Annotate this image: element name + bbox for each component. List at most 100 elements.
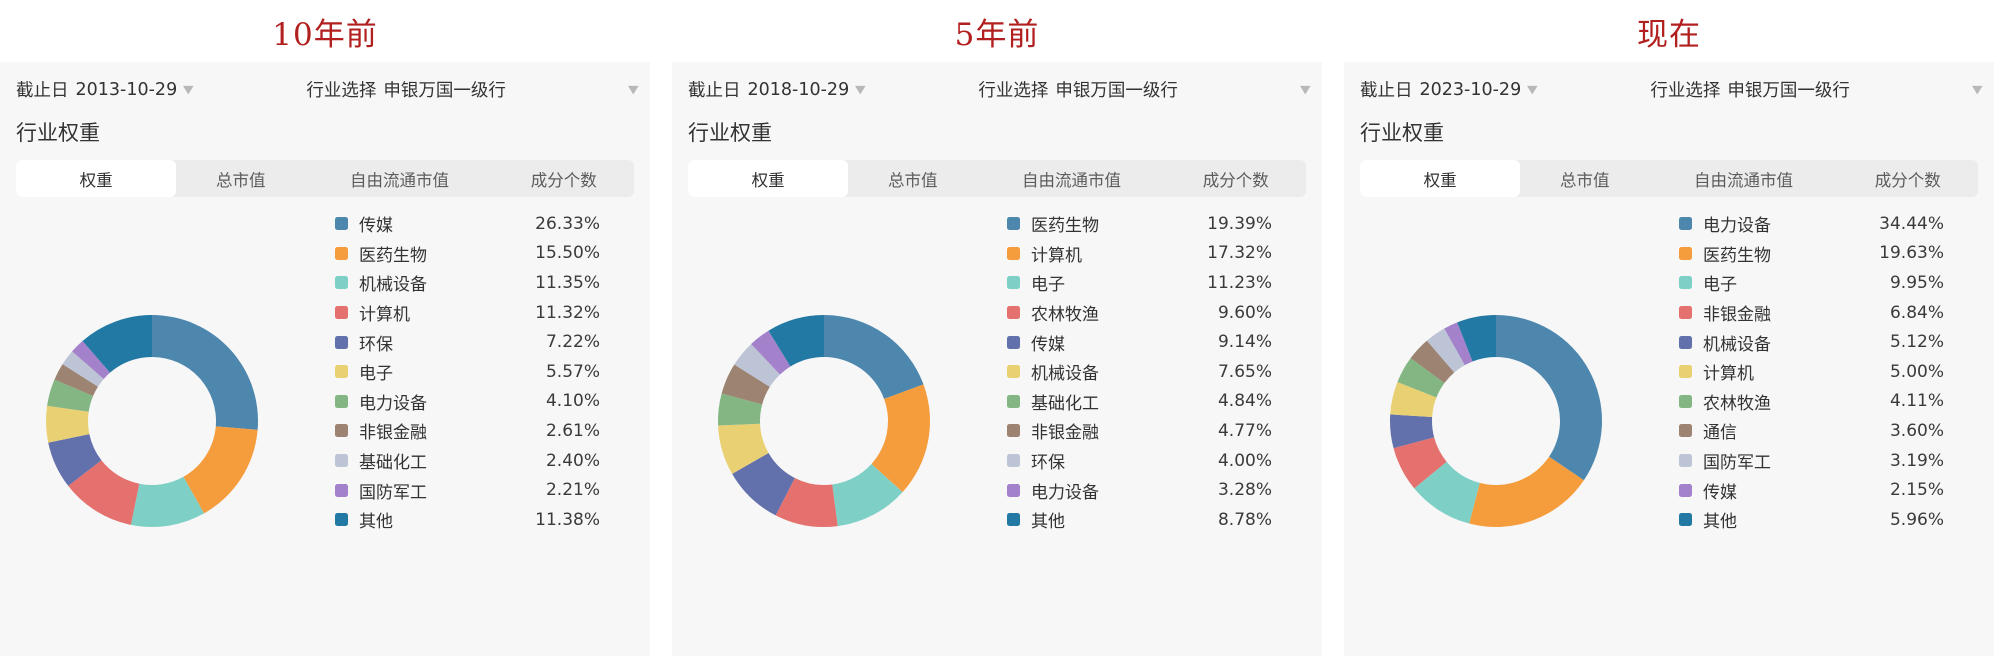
legend-swatch-icon: [335, 246, 348, 260]
donut-slice-机械设备[interactable]: [718, 423, 769, 474]
chevron-down-icon[interactable]: ▼: [627, 83, 639, 96]
donut-slice-其他[interactable]: [1457, 315, 1496, 362]
donut-slice-传媒[interactable]: [152, 315, 259, 430]
donut-slice-电子[interactable]: [832, 463, 903, 527]
legend-item[interactable]: 机械设备 5.12%: [1679, 327, 1944, 357]
legend-item[interactable]: 计算机 5.00%: [1679, 357, 1944, 387]
date-filter-dropdown[interactable]: 截止日 2023-10-29 ▼: [1360, 77, 1538, 102]
legend-item[interactable]: 电子 11.23%: [1007, 268, 1272, 298]
legend-percent: 11.23%: [1207, 272, 1272, 293]
legend-item[interactable]: 医药生物 19.63%: [1679, 239, 1944, 269]
legend-swatch-icon: [335, 365, 348, 379]
legend-item[interactable]: 传媒 26.33%: [335, 209, 600, 239]
legend-item[interactable]: 其他 5.96%: [1679, 505, 1944, 535]
legend-percent: 3.28%: [1217, 480, 1272, 501]
legend-item[interactable]: 传媒 2.15%: [1679, 475, 1944, 505]
donut-slice-医药生物[interactable]: [183, 426, 258, 514]
legend-item[interactable]: 其他 11.38%: [335, 505, 600, 535]
legend-item[interactable]: 医药生物 15.50%: [335, 239, 600, 269]
legend-item[interactable]: 电力设备 34.44%: [1679, 209, 1944, 239]
donut-slice-机械设备[interactable]: [1389, 414, 1435, 449]
donut-slice-农林牧渔[interactable]: [775, 477, 838, 527]
legend-swatch-icon: [1679, 454, 1692, 468]
donut-slice-基础化工[interactable]: [717, 393, 763, 426]
donut-slice-基础化工[interactable]: [62, 351, 104, 387]
legend-percent: 9.60%: [1217, 302, 1272, 323]
tab-free-float-market-cap[interactable]: 自由流通市值: [1649, 160, 1837, 197]
legend-item[interactable]: 传媒 9.14%: [1007, 327, 1272, 357]
industry-filter-value: 申银万国一级行: [1727, 81, 1850, 101]
legend-item[interactable]: 电子 5.57%: [335, 357, 600, 387]
legend-item[interactable]: 基础化工 2.40%: [335, 446, 600, 476]
legend-item[interactable]: 农林牧渔 9.60%: [1007, 298, 1272, 328]
donut-slice-环保[interactable]: [734, 344, 781, 387]
donut-slice-计算机[interactable]: [871, 384, 930, 493]
legend-item[interactable]: 电力设备 3.28%: [1007, 475, 1272, 505]
chevron-down-icon[interactable]: ▼: [1299, 83, 1311, 96]
donut-slice-电力设备[interactable]: [47, 379, 94, 412]
donut-slice-传媒[interactable]: [732, 452, 795, 516]
legend-label: 非银金融: [1031, 423, 1099, 444]
date-filter-dropdown[interactable]: 截止日 2013-10-29 ▼: [16, 77, 194, 102]
tab-total-market-cap[interactable]: 总市值: [848, 160, 977, 197]
industry-filter-dropdown[interactable]: 行业选择 申银万国一级行: [978, 77, 1178, 102]
legend-item[interactable]: 国防军工 3.19%: [1679, 446, 1944, 476]
donut-slice-非银金融[interactable]: [54, 364, 98, 396]
tab-weight[interactable]: 权重: [688, 160, 849, 197]
legend-item[interactable]: 电力设备 4.10%: [335, 387, 600, 417]
legend-item[interactable]: 农林牧渔 4.11%: [1679, 387, 1944, 417]
legend-item[interactable]: 计算机 17.32%: [1007, 239, 1272, 269]
tab-weight[interactable]: 权重: [16, 160, 177, 197]
legend-item[interactable]: 国防军工 2.21%: [335, 475, 600, 505]
legend-item[interactable]: 机械设备 11.35%: [335, 268, 600, 298]
donut-slice-国防军工[interactable]: [1426, 328, 1465, 373]
legend-item[interactable]: 基础化工 4.84%: [1007, 387, 1272, 417]
legend-item[interactable]: 通信 3.60%: [1679, 416, 1944, 446]
date-filter-dropdown[interactable]: 截止日 2018-10-29 ▼: [688, 77, 866, 102]
donut-slice-其他[interactable]: [82, 315, 153, 373]
chevron-down-icon: ▼: [1527, 83, 1538, 96]
donut-slice-电力设备[interactable]: [1496, 315, 1602, 481]
donut-slice-医药生物[interactable]: [1469, 456, 1584, 527]
legend-item[interactable]: 非银金融 4.77%: [1007, 416, 1272, 446]
donut-slice-计算机[interactable]: [68, 460, 140, 525]
tab-free-float-market-cap[interactable]: 自由流通市值: [977, 160, 1165, 197]
donut-slice-通信[interactable]: [1410, 340, 1455, 384]
legend-item[interactable]: 电子 9.95%: [1679, 268, 1944, 298]
legend-item[interactable]: 机械设备 7.65%: [1007, 357, 1272, 387]
tab-total-market-cap[interactable]: 总市值: [1520, 160, 1649, 197]
tab-total-market-cap[interactable]: 总市值: [176, 160, 305, 197]
donut-slice-农林牧渔[interactable]: [1397, 358, 1445, 398]
donut-slice-电力设备[interactable]: [751, 330, 791, 375]
legend-item[interactable]: 非银金融 2.61%: [335, 416, 600, 446]
tab-constituent-count[interactable]: 成分个数: [1166, 160, 1306, 197]
donut-slice-其他[interactable]: [768, 315, 824, 367]
tab-free-float-market-cap[interactable]: 自由流通市值: [305, 160, 493, 197]
legend-item[interactable]: 计算机 11.32%: [335, 298, 600, 328]
tab-constituent-count[interactable]: 成分个数: [494, 160, 634, 197]
legend-label: 其他: [359, 512, 393, 533]
donut-slice-计算机[interactable]: [1390, 382, 1437, 418]
legend-item[interactable]: 环保 7.22%: [335, 327, 600, 357]
industry-filter-dropdown[interactable]: 行业选择 申银万国一级行: [306, 77, 506, 102]
industry-weight-donut-chart[interactable]: [40, 309, 264, 533]
donut-slice-环保[interactable]: [48, 434, 102, 486]
industry-weight-donut-chart[interactable]: [712, 309, 936, 533]
donut-slice-非银金融[interactable]: [1393, 437, 1447, 489]
legend-item[interactable]: 医药生物 19.39%: [1007, 209, 1272, 239]
donut-slice-电子[interactable]: [45, 405, 90, 443]
legend-item[interactable]: 非银金融 6.84%: [1679, 298, 1944, 328]
donut-slice-电子[interactable]: [1414, 461, 1480, 524]
donut-slice-医药生物[interactable]: [824, 315, 924, 399]
donut-slice-机械设备[interactable]: [130, 476, 205, 527]
donut-slice-非银金融[interactable]: [721, 364, 770, 405]
chevron-down-icon[interactable]: ▼: [1971, 83, 1983, 96]
tab-constituent-count[interactable]: 成分个数: [1838, 160, 1978, 197]
legend-item[interactable]: 其他 8.78%: [1007, 505, 1272, 535]
donut-slice-国防军工[interactable]: [72, 340, 111, 379]
industry-weight-donut-chart[interactable]: [1384, 309, 1608, 533]
industry-filter-dropdown[interactable]: 行业选择 申银万国一级行: [1650, 77, 1850, 102]
donut-slice-传媒[interactable]: [1444, 322, 1473, 366]
legend-item[interactable]: 环保 4.00%: [1007, 446, 1272, 476]
tab-weight[interactable]: 权重: [1360, 160, 1521, 197]
